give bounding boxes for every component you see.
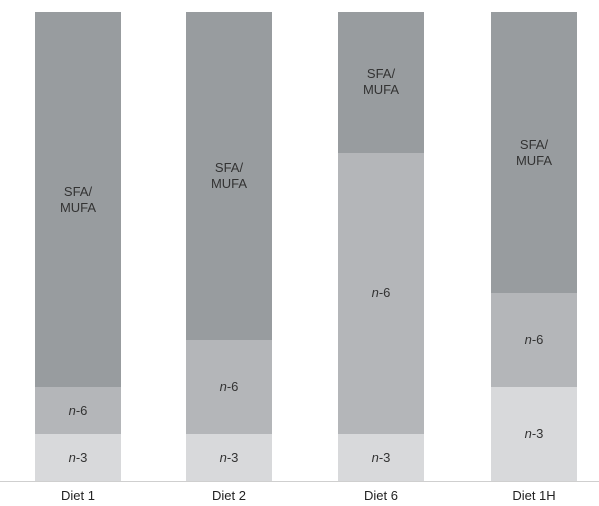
bar-segment: SFA/ MUFA [186,12,272,341]
bar-segment: n-6 [35,387,121,435]
x-tick-label: Diet 2 [212,488,246,503]
segment-label: SFA/ MUFA [362,66,400,98]
bar-segment: n-6 [491,293,577,388]
segment-label: SFA/ MUFA [515,136,553,168]
bar-segment: SFA/ MUFA [491,12,577,294]
x-tick-label: Diet 1H [512,488,556,503]
segment-label: SFA/ MUFA [210,160,248,192]
segment-label: n-6 [371,285,391,301]
bar-segment: n-3 [338,434,424,481]
segment-label: n-3 [524,426,544,442]
segment-label: n-3 [371,449,391,465]
segment-label: n-6 [68,402,88,418]
bar-segment: n-3 [35,434,121,481]
bar-segment: SFA/ MUFA [35,12,121,388]
segment-label: n-6 [219,379,239,395]
segment-label: n-3 [68,449,88,465]
x-tick-label: Diet 1 [61,488,95,503]
x-axis-line [0,481,599,482]
segment-label: n-6 [524,332,544,348]
bar-segment: n-6 [186,340,272,435]
bar-segment: SFA/ MUFA [338,12,424,153]
bar-segment: n-3 [186,434,272,481]
bar-segment: n-6 [338,152,424,435]
x-tick-label: Diet 6 [364,488,398,503]
segment-label: n-3 [219,449,239,465]
bar-segment: n-3 [491,387,577,481]
segment-label: SFA/ MUFA [59,183,97,215]
